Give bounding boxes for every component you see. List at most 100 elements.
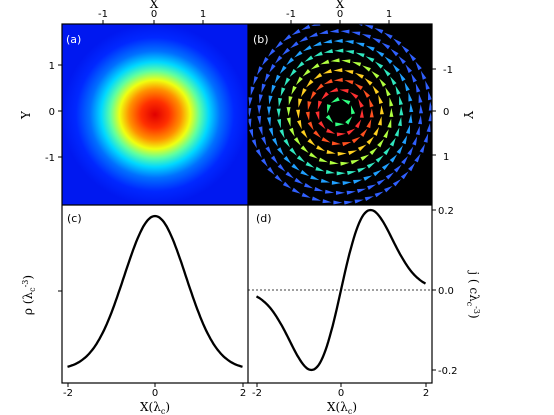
vector-arrow-137 bbox=[274, 74, 281, 84]
vector-arrow-195 bbox=[356, 188, 367, 194]
vector-arrow-51 bbox=[307, 138, 316, 146]
vector-arrow-83 bbox=[360, 154, 370, 161]
top-x-title-a: X bbox=[150, 0, 159, 11]
vector-arrow-254 bbox=[428, 112, 432, 122]
vector-arrow-94 bbox=[344, 50, 355, 55]
vector-arrow-129 bbox=[344, 40, 354, 45]
vector-arrow-36 bbox=[366, 118, 372, 129]
vector-arrow-0 bbox=[350, 105, 356, 115]
tick-a-y-0: 0 bbox=[49, 107, 55, 118]
vector-arrow-227 bbox=[248, 97, 253, 107]
vector-arrow-9 bbox=[339, 88, 349, 93]
tick-d-x-0: 0 bbox=[338, 388, 344, 399]
vector-arrow-122 bbox=[399, 106, 404, 116]
vector-arrow-167 bbox=[375, 50, 385, 58]
vector-arrow-166 bbox=[384, 56, 393, 65]
vector-arrow-102 bbox=[280, 87, 286, 97]
vector-arrow-73 bbox=[286, 107, 291, 117]
vector-arrow-240 bbox=[322, 199, 332, 204]
vector-arrow-118 bbox=[383, 146, 391, 156]
vector-arrow-53 bbox=[326, 149, 336, 154]
left-y-title: Y bbox=[19, 110, 33, 120]
vector-arrow-231 bbox=[251, 139, 257, 149]
vector-arrow-171 bbox=[318, 29, 329, 34]
vector-arrow-84 bbox=[369, 147, 378, 155]
vector-arrow-48 bbox=[296, 109, 301, 119]
vector-arrow-70 bbox=[295, 76, 303, 86]
tick-b-y-1: 1 bbox=[443, 152, 449, 163]
j-tick-labels: 0.2 0.0 -0.2 bbox=[438, 206, 458, 377]
vector-arrow-181 bbox=[257, 105, 262, 115]
vector-arrow-144 bbox=[277, 147, 284, 156]
vector-arrow-239 bbox=[311, 196, 322, 201]
vector-arrow-186 bbox=[270, 155, 278, 164]
vector-arrow-173 bbox=[299, 36, 308, 43]
vector-arrow-124 bbox=[395, 85, 401, 95]
vector-arrow-179 bbox=[261, 83, 266, 93]
vector-arrow-98 bbox=[304, 55, 314, 62]
vector-arrow-149 bbox=[320, 178, 331, 183]
vector-arrow-260 bbox=[408, 52, 417, 62]
vector-arrow-165 bbox=[392, 64, 400, 73]
vector-arrow-66 bbox=[330, 58, 340, 63]
vector-arrow-141 bbox=[266, 117, 271, 127]
vector-arrow-91 bbox=[379, 78, 387, 87]
vector-arrow-245 bbox=[374, 191, 384, 198]
vector-arrow-115 bbox=[357, 167, 367, 173]
vector-arrow-258 bbox=[420, 70, 427, 80]
vector-arrow-148 bbox=[310, 175, 320, 181]
vector-arrow-183 bbox=[258, 126, 263, 136]
vector-arrow-46 bbox=[300, 88, 307, 98]
vector-arrow-24 bbox=[323, 78, 333, 85]
vector-arrow-88 bbox=[389, 107, 394, 117]
vector-arrow-1 bbox=[341, 99, 351, 105]
vector-arrow-193 bbox=[335, 190, 345, 195]
vector-arrow-207 bbox=[415, 83, 421, 93]
vector-arrow-256 bbox=[427, 90, 432, 101]
right-y-title: Y bbox=[461, 110, 475, 120]
vector-arrow-218 bbox=[301, 24, 311, 30]
vector-arrow-133 bbox=[302, 45, 312, 52]
vector-arrow-236 bbox=[282, 181, 292, 189]
vector-arrow-17 bbox=[346, 128, 356, 135]
vector-arrow-85 bbox=[377, 138, 385, 148]
vector-arrow-221 bbox=[275, 41, 284, 49]
vector-arrow-157 bbox=[396, 145, 403, 155]
vector-arrow-263 bbox=[383, 32, 393, 40]
vector-arrow-252 bbox=[423, 133, 429, 143]
vector-arrow-246 bbox=[384, 185, 393, 193]
vector-arrow-114 bbox=[346, 171, 357, 175]
vector-arrow-169 bbox=[355, 42, 365, 47]
vector-arrow-86 bbox=[383, 129, 389, 139]
vector-arrow-89 bbox=[389, 97, 394, 107]
vector-arrow-29 bbox=[307, 121, 314, 131]
panel-b: (b) bbox=[248, 24, 432, 205]
vector-arrow-105 bbox=[277, 118, 281, 129]
vector-arrow-250 bbox=[414, 153, 421, 163]
vector-arrow-230 bbox=[249, 129, 254, 139]
vector-arrow-126 bbox=[383, 68, 391, 77]
x-title-d: X(λc) bbox=[327, 400, 357, 415]
vector-arrow-41 bbox=[344, 70, 354, 75]
vector-arrow-78 bbox=[309, 152, 318, 159]
vector-arrow-189 bbox=[294, 177, 304, 185]
vector-arrow-35 bbox=[360, 128, 368, 137]
vector-arrow-33 bbox=[342, 142, 352, 147]
outer-frame bbox=[61, 23, 433, 384]
vector-arrow-111 bbox=[315, 166, 325, 172]
vector-arrow-50 bbox=[300, 129, 308, 139]
tick-a-x-0: 0 bbox=[151, 9, 157, 20]
top-x-tick-labels: -1 0 1 -1 0 1 bbox=[98, 9, 392, 20]
vector-arrow-188 bbox=[285, 171, 294, 179]
vector-arrow-159 bbox=[405, 124, 411, 134]
vector-arrow-168 bbox=[365, 45, 375, 52]
vector-arrow-25 bbox=[315, 83, 324, 91]
vector-arrow-155 bbox=[381, 162, 391, 171]
vector-arrow-109 bbox=[296, 155, 306, 163]
tick-d-y-02: 0.2 bbox=[438, 206, 454, 217]
vector-arrow-146 bbox=[291, 163, 300, 171]
vector-arrow-11 bbox=[321, 91, 329, 100]
vector-arrow-6 bbox=[345, 116, 353, 125]
vector-arrow-261 bbox=[401, 45, 410, 54]
vector-arrow-257 bbox=[425, 80, 430, 90]
